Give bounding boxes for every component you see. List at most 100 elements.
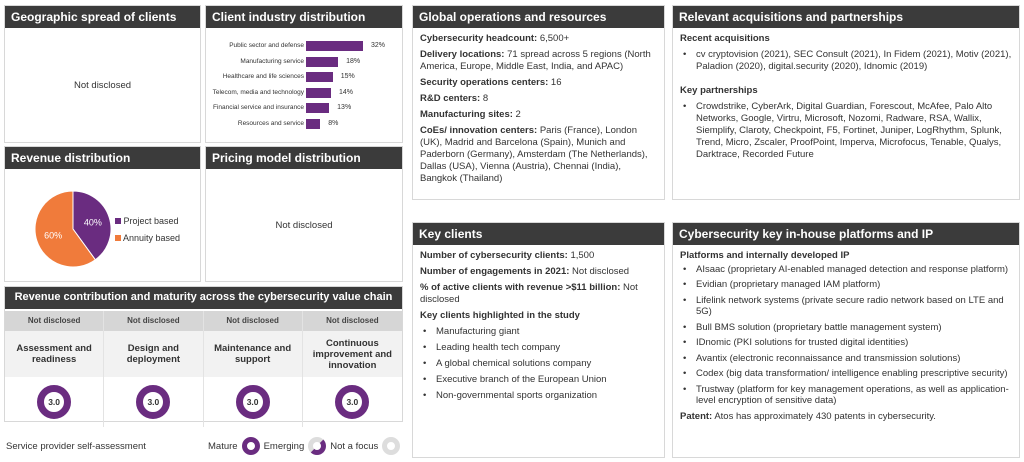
info-item: Manufacturing sites: 2 xyxy=(420,109,657,121)
maturity-score-ring: 3.0 xyxy=(335,385,370,419)
revenue-contribution: Not disclosed xyxy=(104,311,203,331)
platform-item: Evidian (proprietary managed IAM platfor… xyxy=(680,279,1012,291)
bar-row: Manufacturing service 18% xyxy=(206,56,406,68)
bar-row: Healthcare and life sciences 15% xyxy=(206,71,406,83)
info-value: Not disclosed xyxy=(569,266,630,277)
client-highlight: Leading health tech company xyxy=(420,342,657,354)
pricing-panel: Pricing model distribution Not disclosed xyxy=(205,146,403,282)
bar-label: Financial service and insurance xyxy=(212,104,304,111)
info-label: Number of engagements in 2021: xyxy=(420,266,570,277)
info-value: 71 spread across 5 regions (North Americ… xyxy=(420,49,651,72)
legend-mature: Mature xyxy=(208,440,238,452)
mature-ring-icon xyxy=(241,437,260,455)
info-item: Number of cybersecurity clients: 1,500 xyxy=(420,250,657,262)
bar-value-label: 13% xyxy=(337,104,352,111)
revenue-pie-chart: 40% 60% xyxy=(34,190,112,268)
revenue-contribution: Not disclosed xyxy=(203,311,302,331)
bar-label: Public sector and defense xyxy=(229,42,304,49)
platform-item: AIsaac (proprietary AI-enabled managed d… xyxy=(680,264,1012,276)
revenue-contribution: Not disclosed xyxy=(5,311,104,331)
bar xyxy=(306,41,363,51)
value-chain-panel: Revenue contribution and maturity across… xyxy=(4,286,403,427)
bar-value-label: 14% xyxy=(338,88,353,96)
info-label: Cybersecurity headcount: xyxy=(420,33,538,44)
legend-project-label: Project based xyxy=(123,216,179,226)
platform-item: IDnomic (PKI solutions for trusted digit… xyxy=(680,337,1012,349)
revenue-panel: Revenue distribution 40% 60% Project base… xyxy=(4,146,201,282)
info-value: 8 xyxy=(480,93,489,104)
pie-slice-0 xyxy=(72,190,112,261)
bar-label: Telecom, media and technology xyxy=(212,88,304,96)
info-label: R&D centers: xyxy=(420,93,481,104)
legend-annuity: Annuity based xyxy=(115,230,180,247)
info-item: CoEs/ innovation centers: Paris (France)… xyxy=(420,125,657,185)
not-focus-ring-icon xyxy=(382,437,401,455)
bar xyxy=(306,56,339,67)
info-item: R&D centers: 8 xyxy=(420,93,657,105)
emerging-ring-icon xyxy=(308,437,327,455)
platform-item: Bull BMS solution (proprietary battle ma… xyxy=(680,322,1012,334)
info-value: 6,500+ xyxy=(537,33,570,44)
value-chain-title: Revenue contribution and maturity across… xyxy=(5,287,402,309)
maturity-legend: Mature Emerging Not a focus xyxy=(208,437,401,455)
client-highlight: Non-governmental sports organization xyxy=(420,390,657,402)
recent-acquisitions-title: Recent acquisitions xyxy=(680,33,770,44)
legend-emerging: Emerging xyxy=(263,440,305,452)
platforms-subtitle: Platforms and internally developed IP xyxy=(680,250,850,261)
value-chain-stage: Continuous improvement and innovation xyxy=(302,331,402,377)
acquisitions-title: Relevant acquisitions and partnerships xyxy=(673,6,1019,28)
info-label: Security operations centers: xyxy=(420,77,549,88)
key-clients-panel: Key clients Number of cybersecurity clie… xyxy=(412,222,665,458)
bar-value-label: 32% xyxy=(371,42,386,49)
bar-value-label: 18% xyxy=(346,57,361,65)
value-chain-stage: Design and deployment xyxy=(104,331,203,377)
platform-item: Trustway (platform for key management op… xyxy=(680,384,1012,407)
info-value: Not disclosed xyxy=(420,282,638,305)
platform-item: Codex (big data transformation/ intellig… xyxy=(680,368,1012,380)
patent-label: Patent: xyxy=(680,410,713,422)
bar-value-label: 8% xyxy=(328,119,339,127)
info-value: 16 xyxy=(548,77,562,88)
maturity-score-ring: 3.0 xyxy=(136,385,171,419)
maturity-score-ring: 3.0 xyxy=(235,385,270,419)
self-assessment-note: Service provider self-assessment xyxy=(6,441,146,452)
bar xyxy=(306,118,321,129)
value-chain-column: Not disclosed Maintenance and support 3.0 xyxy=(203,311,303,427)
geographic-panel: Geographic spread of clients Not disclos… xyxy=(4,5,201,143)
partnerships-list: Crowdstrike, CyberArk, Digital Guardian,… xyxy=(680,101,1012,161)
info-label: CoEs/ innovation centers: xyxy=(420,125,538,136)
pie-slice-1 xyxy=(34,190,97,268)
client-highlight: Executive branch of the European Union xyxy=(420,374,657,386)
info-value: Paris (France), London (UK), Madrid and … xyxy=(420,125,648,184)
bar-row: Public sector and defense 32% xyxy=(206,40,406,52)
info-label: Delivery locations: xyxy=(420,49,505,60)
pie-value-label: 40% xyxy=(84,218,102,228)
info-label: % of active clients with revenue >$11 bi… xyxy=(420,282,621,293)
revenue-contribution: Not disclosed xyxy=(302,311,402,331)
pricing-title: Pricing model distribution xyxy=(206,147,402,169)
recent-acquisitions-list: cv cryptovision (2021), SEC Consult (202… xyxy=(680,49,1012,73)
bar-value-label: 15% xyxy=(340,73,355,80)
bar-label: Healthcare and life sciences xyxy=(222,73,304,80)
pie-value-label: 60% xyxy=(44,230,62,240)
platforms-title: Cybersecurity key in-house platforms and… xyxy=(673,223,1019,245)
geographic-value: Not disclosed xyxy=(73,80,132,91)
value-chain-stage: Maintenance and support xyxy=(203,331,302,377)
platform-item: Lifelink network systems (private secure… xyxy=(680,295,1012,318)
value-chain-column: Not disclosed Continuous improvement and … xyxy=(302,311,402,427)
bar xyxy=(306,103,330,113)
client-highlight: Manufacturing giant xyxy=(420,326,657,338)
industry-title: Client industry distribution xyxy=(206,6,402,28)
value-chain-column: Not disclosed Assessment and readiness 3.0 xyxy=(5,311,105,427)
platform-item: Avantix (electronic reconnaissance and t… xyxy=(680,353,1012,365)
key-clients-title: Key clients xyxy=(413,223,664,245)
value-chain-column: Not disclosed Design and deployment 3.0 xyxy=(104,311,204,427)
legend-annuity-label: Annuity based xyxy=(123,233,181,243)
legend-not-focus: Not a focus xyxy=(330,440,379,452)
geographic-title: Geographic spread of clients xyxy=(5,6,200,28)
info-label: Number of cybersecurity clients: xyxy=(420,250,568,261)
platforms-panel: Cybersecurity key in-house platforms and… xyxy=(672,222,1020,458)
info-item: Cybersecurity headcount: 6,500+ xyxy=(420,33,657,45)
highlights-title: Key clients highlighted in the study xyxy=(420,310,580,321)
info-value: 2 xyxy=(512,109,521,120)
